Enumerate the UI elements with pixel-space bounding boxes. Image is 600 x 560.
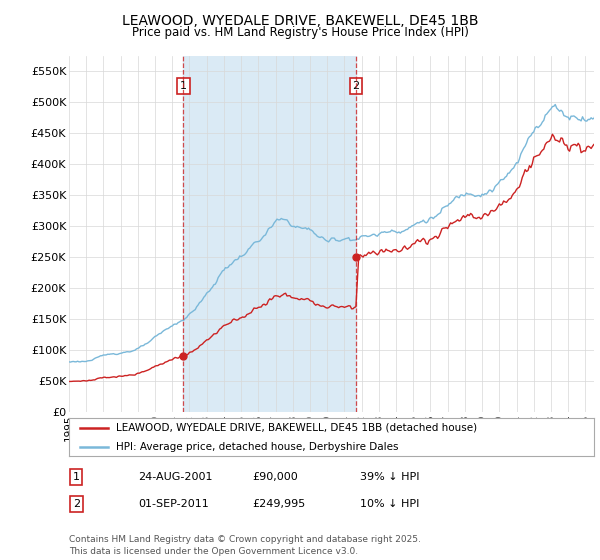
Text: Contains HM Land Registry data © Crown copyright and database right 2025.
This d: Contains HM Land Registry data © Crown c…: [69, 535, 421, 556]
Text: 1: 1: [180, 81, 187, 91]
Text: Price paid vs. HM Land Registry's House Price Index (HPI): Price paid vs. HM Land Registry's House …: [131, 26, 469, 39]
Text: 39% ↓ HPI: 39% ↓ HPI: [360, 472, 419, 482]
Text: HPI: Average price, detached house, Derbyshire Dales: HPI: Average price, detached house, Derb…: [116, 442, 399, 452]
Text: £90,000: £90,000: [252, 472, 298, 482]
Text: 2: 2: [73, 499, 80, 509]
Text: 24-AUG-2001: 24-AUG-2001: [138, 472, 212, 482]
Text: 01-SEP-2011: 01-SEP-2011: [138, 499, 209, 509]
Text: 2: 2: [352, 81, 359, 91]
Text: 1: 1: [73, 472, 80, 482]
Bar: [183, 56, 356, 412]
Text: LEAWOOD, WYEDALE DRIVE, BAKEWELL, DE45 1BB (detached house): LEAWOOD, WYEDALE DRIVE, BAKEWELL, DE45 1…: [116, 423, 478, 433]
Text: £249,995: £249,995: [252, 499, 305, 509]
Text: LEAWOOD, WYEDALE DRIVE, BAKEWELL, DE45 1BB: LEAWOOD, WYEDALE DRIVE, BAKEWELL, DE45 1…: [122, 14, 478, 28]
Text: 10% ↓ HPI: 10% ↓ HPI: [360, 499, 419, 509]
